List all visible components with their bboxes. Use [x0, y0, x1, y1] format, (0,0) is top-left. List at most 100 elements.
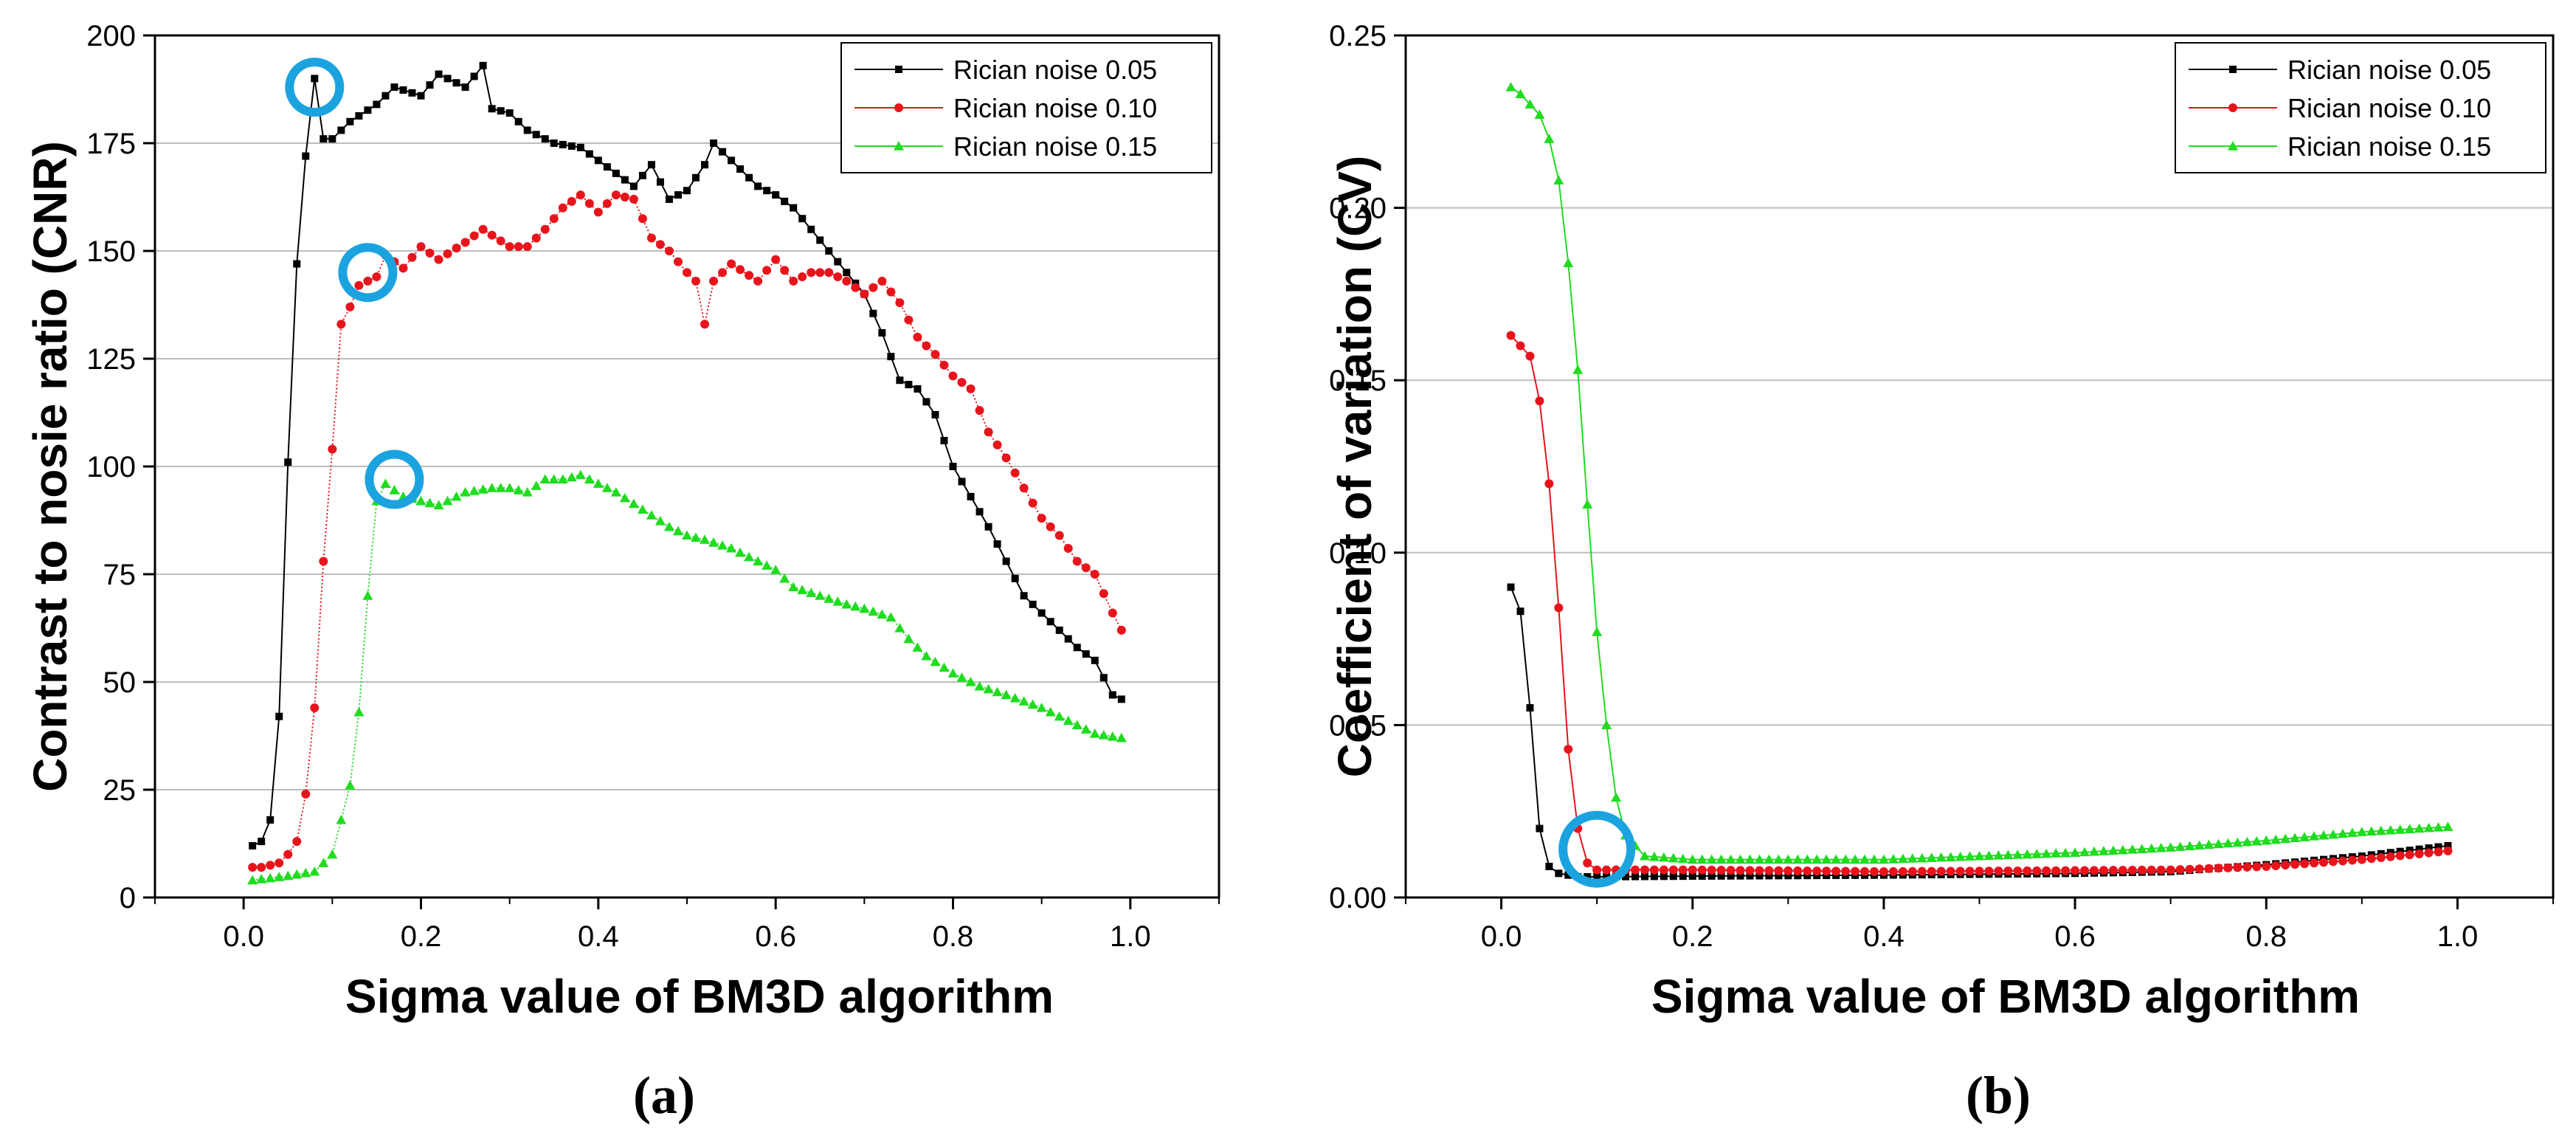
data-point	[496, 236, 505, 246]
data-point	[692, 173, 700, 182]
data-point	[807, 268, 816, 278]
data-point	[320, 135, 328, 143]
data-point	[1622, 872, 1630, 881]
data-point	[869, 309, 877, 317]
data-point	[2051, 866, 2061, 875]
data-point	[1927, 866, 1936, 876]
data-point	[1582, 499, 1593, 509]
data-point	[1631, 872, 1639, 881]
data-point	[1054, 531, 1064, 540]
data-point	[1803, 866, 1812, 876]
data-point	[2175, 841, 2186, 851]
data-point	[967, 492, 975, 500]
data-point	[1851, 866, 1860, 876]
data-point	[548, 474, 559, 484]
data-point	[452, 244, 461, 253]
data-point	[1028, 498, 1037, 508]
data-point	[2165, 842, 2176, 852]
data-point	[1984, 866, 1994, 876]
data-point	[2070, 847, 2081, 857]
data-point	[2185, 864, 2195, 874]
data-point	[2214, 864, 2223, 873]
data-point	[2184, 841, 2195, 850]
data-point	[2414, 823, 2425, 833]
data-point	[949, 463, 957, 470]
data-point	[1792, 854, 1803, 864]
data-point	[2318, 830, 2329, 840]
data-point	[593, 478, 604, 488]
data-point	[541, 135, 549, 143]
data-point	[771, 255, 781, 264]
data-point	[612, 169, 620, 177]
data-point	[1696, 854, 1707, 864]
data-point	[903, 633, 914, 644]
data-point	[514, 117, 522, 125]
data-point	[426, 81, 434, 89]
data-point	[1916, 852, 1927, 863]
data-point	[2375, 825, 2386, 835]
data-point	[318, 858, 329, 867]
data-point	[1584, 872, 1592, 881]
data-point	[1707, 872, 1716, 880]
data-point	[1706, 854, 1717, 864]
data-point	[328, 135, 336, 143]
series-rician-noise-0.15	[247, 469, 1127, 885]
data-point	[2012, 850, 2023, 859]
series-rician-noise-0.05	[249, 61, 1125, 850]
data-point	[345, 780, 356, 790]
data-point	[629, 194, 638, 204]
x-tick-label: 0.4	[1863, 920, 1905, 953]
data-point	[477, 484, 488, 494]
data-point	[2031, 849, 2043, 858]
data-point	[745, 173, 753, 182]
data-point	[1764, 854, 1775, 864]
data-point	[2022, 849, 2033, 859]
data-point	[558, 203, 567, 213]
data-point	[2147, 865, 2156, 875]
data-point	[1726, 866, 1736, 875]
data-point	[859, 603, 870, 613]
data-point	[300, 867, 311, 878]
data-point	[399, 86, 407, 94]
data-point	[362, 590, 373, 600]
data-point	[1983, 850, 1995, 861]
data-point	[2347, 855, 2357, 865]
data-point	[984, 427, 993, 437]
data-point	[549, 214, 559, 224]
data-point	[435, 70, 443, 78]
data-point	[1001, 689, 1012, 700]
data-point	[638, 214, 647, 224]
legend-box	[2175, 42, 2546, 173]
panel-a-grid	[155, 35, 1219, 790]
data-point	[601, 483, 612, 492]
panel-a-legend: Rician noise 0.05 Rician noise 0.10 Rician…	[840, 42, 1212, 173]
legend-entry-label: Rician noise 0.15	[2287, 131, 2491, 162]
data-point	[1592, 865, 1602, 875]
y-tick-label: 175	[86, 128, 136, 160]
data-point	[797, 585, 808, 595]
data-point	[887, 353, 895, 361]
data-point	[2337, 828, 2348, 838]
data-point	[2175, 865, 2185, 875]
data-point	[719, 148, 727, 156]
data-point	[283, 870, 294, 881]
data-point	[691, 532, 702, 542]
data-point	[469, 486, 480, 495]
data-point	[647, 161, 655, 169]
legend-swatch-marker	[2229, 66, 2237, 73]
data-point	[931, 410, 939, 418]
data-point	[497, 107, 505, 115]
data-point	[851, 283, 860, 292]
data-point	[460, 238, 470, 247]
data-point	[2394, 824, 2406, 834]
data-point	[2414, 849, 2424, 858]
data-point	[505, 109, 514, 117]
data-point	[976, 508, 984, 516]
data-point	[1917, 866, 1927, 876]
data-point	[594, 156, 602, 165]
panel-b-ticks: 0.0 0.2 0.4 0.6 0.8 1.0 0.00 0.05 0.10 0.15 0.20 0.…	[1329, 20, 2554, 953]
data-point	[550, 139, 558, 147]
data-point	[1878, 854, 1889, 864]
data-point	[762, 560, 773, 570]
data-point	[789, 276, 798, 286]
